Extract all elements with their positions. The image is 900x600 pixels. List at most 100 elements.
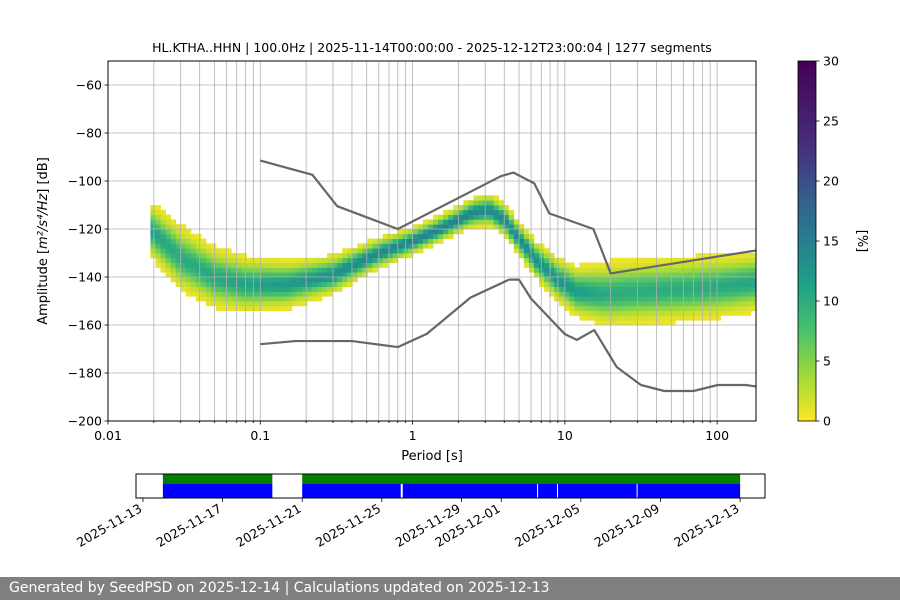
heatmap-cell: [291, 301, 298, 307]
heatmap-cell: [185, 277, 192, 283]
heatmap-cell: [644, 286, 651, 292]
y-axis-label: Amplitude [m²/s⁴/Hz] [dB]: [36, 157, 51, 325]
heatmap-cell: [735, 310, 742, 316]
heatmap-cell: [165, 262, 172, 268]
used-span: [557, 484, 637, 498]
heatmap-cell: [559, 262, 565, 268]
heatmap-cell: [750, 301, 756, 307]
heatmap-cell: [392, 253, 399, 259]
heatmap-cell: [382, 243, 389, 249]
colorbar-tick-label: 25: [823, 114, 839, 129]
heatmap-cell: [539, 262, 545, 268]
heatmap-cell: [231, 272, 237, 278]
heatmap-cell: [695, 291, 701, 297]
heatmap-cell: [594, 262, 600, 268]
heatmap-cell: [226, 296, 232, 302]
heatmap-cell: [569, 281, 575, 287]
heatmap-cell: [700, 315, 706, 321]
heatmap-cell: [332, 277, 338, 283]
heatmap-cell: [256, 272, 262, 278]
heatmap-cell: [453, 224, 459, 230]
heatmap-cell: [205, 262, 212, 268]
heatmap-cell: [730, 257, 737, 263]
heatmap-cell: [478, 224, 484, 230]
heatmap-cell: [523, 233, 530, 239]
heatmap-cell: [195, 281, 202, 287]
heatmap-cell: [559, 291, 565, 297]
heatmap-cell: [700, 281, 706, 287]
heatmap-cell: [609, 296, 616, 302]
heatmap-cell: [316, 291, 323, 297]
heatmap-cell: [629, 305, 636, 311]
heatmap-cell: [705, 277, 711, 283]
heatmap-cell: [150, 205, 156, 211]
heatmap-cell: [579, 272, 585, 278]
heatmap-cell: [175, 253, 182, 259]
heatmap-cell: [705, 291, 711, 297]
timeline-tick-label: 2025-12-13: [671, 501, 741, 550]
heatmap-cell: [266, 296, 272, 302]
heatmap-cell: [533, 243, 540, 249]
heatmap-cell: [619, 286, 626, 292]
heatmap-cell: [650, 315, 656, 321]
heatmap-cell: [205, 301, 212, 307]
heatmap-cell: [619, 281, 626, 287]
heatmap-cell: [629, 291, 636, 297]
heatmap-cell: [695, 281, 701, 287]
heatmap-cell: [427, 238, 434, 244]
heatmap-cell: [740, 272, 747, 278]
heatmap-cell: [609, 272, 616, 278]
heatmap-cell: [221, 257, 227, 263]
heatmap-cell: [271, 305, 278, 311]
heatmap-cell: [332, 272, 338, 278]
heatmap-cell: [644, 301, 651, 307]
heatmap-cell: [155, 248, 161, 254]
heatmap-cell: [150, 229, 156, 235]
heatmap-cell: [211, 301, 217, 307]
heatmap-cell: [362, 262, 368, 268]
heatmap-cell: [438, 233, 444, 239]
heatmap-cell: [291, 257, 298, 263]
heatmap-cell: [720, 267, 727, 273]
heatmap-cell: [377, 238, 383, 244]
heatmap-cell: [695, 296, 701, 302]
heatmap-cell: [745, 305, 752, 311]
heatmap-cell: [670, 267, 676, 273]
heatmap-cell: [675, 305, 681, 311]
timeline-tick-label: 2025-12-05: [512, 501, 582, 550]
heatmap-cell: [518, 229, 525, 235]
heatmap-cell: [226, 286, 232, 292]
heatmap-cell: [150, 224, 156, 230]
heatmap-cell: [690, 301, 696, 307]
heatmap-cell: [226, 305, 232, 311]
heatmap-cell: [311, 296, 318, 302]
heatmap-cell: [589, 315, 595, 321]
heatmap-cell: [236, 262, 242, 268]
heatmap-cell: [251, 262, 257, 268]
heatmap-cell: [170, 224, 177, 230]
heatmap-cell: [211, 272, 217, 278]
heatmap-cell: [342, 267, 348, 273]
heatmap-cell: [710, 262, 717, 268]
heatmap-cell: [332, 267, 338, 273]
heatmap-cell: [306, 291, 313, 297]
heatmap-cell: [367, 248, 373, 254]
heatmap-cell: [710, 286, 717, 292]
heatmap-cell: [614, 272, 621, 278]
heatmap-cell: [614, 305, 621, 311]
heatmap-cell: [574, 310, 580, 316]
heatmap-cell: [160, 262, 166, 268]
heatmap-cell: [155, 262, 161, 268]
heatmap-cell: [639, 301, 646, 307]
heatmap-cell: [180, 233, 187, 239]
heatmap-cell: [422, 238, 429, 244]
heatmap-cell: [443, 219, 449, 225]
heatmap-cell: [155, 219, 161, 225]
heatmap-cell: [337, 272, 343, 278]
heatmap-cell: [705, 310, 711, 316]
heatmap-cell: [488, 209, 494, 215]
heatmap-cell: [327, 291, 333, 297]
heatmap-cell: [231, 262, 237, 268]
heatmap-cell: [655, 286, 661, 292]
heatmap-cell: [488, 219, 494, 225]
